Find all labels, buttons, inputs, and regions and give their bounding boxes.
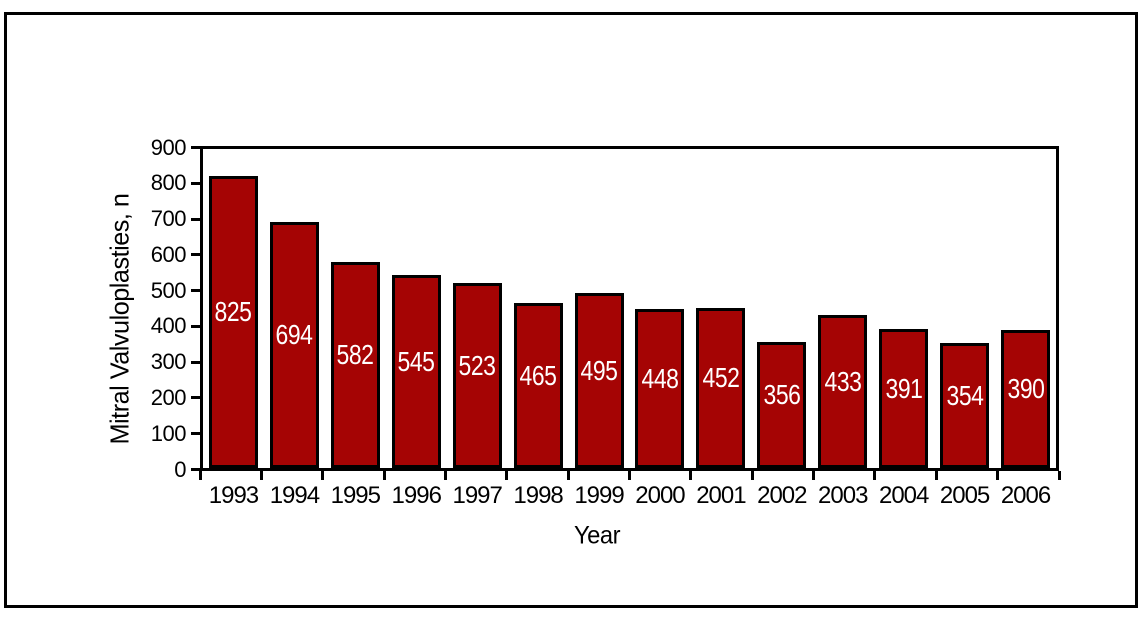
bar-value-label: 523 — [458, 349, 496, 381]
bar: 465 — [513, 303, 563, 468]
x-tick-label: 1998 — [513, 482, 563, 509]
y-tick — [191, 217, 200, 221]
y-tick — [191, 432, 200, 436]
x-tick-label: 1994 — [269, 482, 320, 509]
bar: 391 — [879, 329, 929, 468]
x-tick — [443, 471, 447, 480]
x-tick-label: 2005 — [939, 482, 990, 509]
x-tick-label: 2003 — [818, 482, 868, 509]
bar: 356 — [757, 342, 807, 468]
bar-value-label: 390 — [1006, 373, 1045, 404]
x-tick-label: 2006 — [1000, 482, 1051, 509]
y-tick-label: 400 — [150, 313, 187, 339]
bar-value-label: 391 — [885, 372, 923, 404]
bar: 433 — [818, 315, 868, 468]
y-tick — [191, 396, 200, 400]
y-tick-label: 600 — [150, 241, 187, 267]
y-tick-label: 800 — [150, 170, 187, 196]
x-tick-label: 2002 — [757, 482, 807, 509]
y-tick-label: 200 — [150, 384, 187, 410]
bar-value-label: 433 — [824, 365, 862, 397]
y-tick-label: 900 — [150, 134, 187, 160]
bar-value-label: 452 — [702, 362, 740, 393]
x-tick-label: 1999 — [574, 482, 624, 509]
x-tick — [996, 471, 1000, 480]
bar: 495 — [574, 293, 624, 468]
y-tick-label: 0 — [174, 456, 186, 482]
x-tick — [505, 471, 509, 480]
x-tick — [321, 471, 325, 480]
bar: 452 — [696, 308, 746, 468]
y-tick-label: 300 — [150, 349, 187, 375]
x-tick — [1057, 471, 1061, 480]
x-tick — [566, 471, 570, 480]
y-tick-label: 700 — [150, 206, 187, 232]
y-tick — [191, 181, 200, 185]
bar: 582 — [330, 262, 380, 468]
bar: 694 — [269, 222, 319, 468]
x-tick-label: 1993 — [208, 482, 259, 509]
x-tick — [873, 471, 877, 480]
figure-frame: Mitral Valvuloplasties, n 825 694 582 545 52… — [4, 12, 1138, 608]
x-tick-label: 2004 — [878, 482, 929, 509]
bar-value-label: 582 — [336, 339, 374, 370]
bar-value-label: 694 — [275, 319, 313, 350]
y-tick — [191, 468, 200, 471]
bar: 523 — [452, 283, 502, 468]
bar: 390 — [1001, 330, 1051, 468]
bar-chart: Mitral Valvuloplasties, n 825 694 582 545 52… — [7, 15, 1135, 605]
x-tick — [628, 471, 631, 480]
x-tick — [934, 471, 938, 480]
x-tick-label: 1996 — [391, 482, 442, 509]
y-tick — [191, 360, 200, 364]
x-axis-title: Year — [573, 521, 621, 550]
y-tick-label: 100 — [150, 420, 187, 446]
y-tick — [191, 324, 200, 328]
bar-value-label: 465 — [519, 359, 557, 391]
bar: 448 — [635, 309, 685, 468]
bar-value-label: 354 — [946, 379, 984, 411]
x-tick — [382, 471, 386, 480]
bar: 354 — [940, 343, 990, 468]
x-tick-label: 2001 — [696, 482, 746, 509]
y-tick — [191, 253, 200, 257]
bar: 825 — [208, 176, 258, 468]
x-tick-label: 1995 — [330, 482, 381, 509]
x-tick — [812, 471, 816, 480]
x-tick-label: 2000 — [635, 482, 685, 509]
x-tick — [750, 471, 754, 480]
x-tick-label: 1997 — [452, 482, 502, 509]
bar: 545 — [391, 275, 441, 468]
bar-value-label: 825 — [214, 296, 252, 327]
x-tick — [259, 471, 263, 480]
x-tick — [198, 471, 202, 480]
bar-value-label: 545 — [397, 345, 435, 377]
bar-value-label: 356 — [763, 379, 801, 410]
y-tick — [191, 146, 200, 149]
bar-value-label: 448 — [641, 362, 679, 394]
y-tick-label: 500 — [150, 277, 187, 303]
x-tick — [689, 471, 693, 480]
plot-area: 825 694 582 545 523 465 495 448 452 356 433 391 354 3… — [200, 146, 1059, 471]
y-tick — [191, 289, 200, 293]
bar-value-label: 495 — [580, 354, 618, 386]
